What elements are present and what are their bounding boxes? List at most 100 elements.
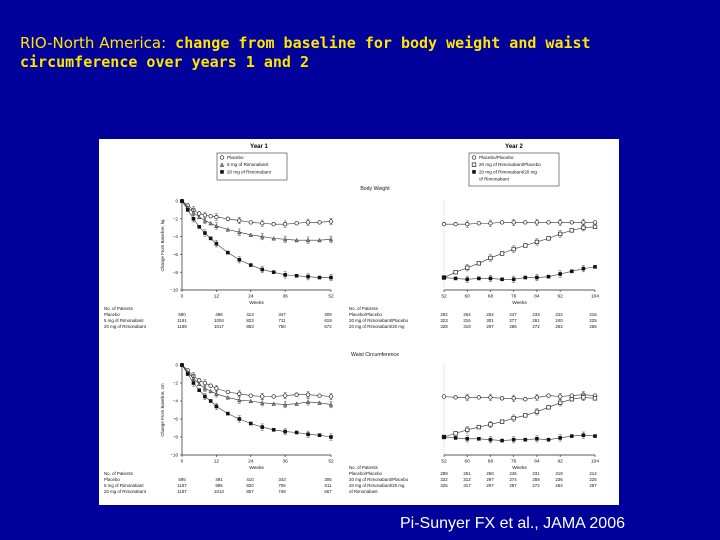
year1-label: Year 1 — [250, 144, 268, 150]
panel-4-x-axis-label: Weeks — [512, 465, 527, 471]
panel-1-series-3-point — [329, 275, 333, 280]
panel-4-series-3-point — [581, 433, 586, 437]
panel-2-series-1-point — [546, 220, 551, 225]
wc_patients_y2-cell: 325 — [440, 483, 448, 488]
panel-1-series-3-point — [283, 273, 287, 277]
panel-1-series-2-point — [237, 229, 242, 235]
bw_patients_y2-cell: 286 — [509, 324, 517, 329]
panel-3-series-1-point — [237, 391, 242, 396]
wc_patients_y2-cell: 250 — [486, 471, 494, 476]
bw_patients_y1-cell: 1004 — [214, 318, 224, 323]
panel-2-series-3-point — [488, 276, 493, 281]
wc_patients_y2-cell: 317 — [463, 483, 471, 488]
panel-3-series-2-point — [271, 401, 276, 406]
panel-2-series-3-point — [442, 275, 446, 280]
wc_patients_y1-cell: 1013 — [214, 489, 224, 494]
legend-year1-box — [216, 152, 288, 181]
panel-4-series-3-point — [558, 436, 562, 440]
wc_patients_y1-cell: 667 — [324, 489, 332, 494]
wc_patients_y2-cell: 214 — [589, 471, 597, 476]
panel-2-series-2-point — [569, 228, 574, 233]
panel-3-y-tick-label: −10 — [170, 453, 178, 458]
panel-3-y-axis-label: Change From Baseline, cm — [160, 383, 165, 437]
legend-year1-marker — [220, 170, 224, 174]
panel-3-x-tick-label: 52 — [328, 459, 334, 465]
panel-1-y-tick-label: −6 — [173, 252, 179, 257]
bw_patients_y2-cell: 272 — [532, 324, 540, 329]
panel-1-series-2-point — [208, 220, 213, 226]
legend-year2-marker — [472, 170, 476, 174]
legend-year1-item: Placebo — [227, 155, 244, 160]
panel-3-series-2-point — [214, 391, 219, 396]
panel-1-series-1-point — [225, 216, 230, 221]
panel-4-series-2-point — [465, 427, 470, 432]
panel-4-series-3-point — [511, 437, 516, 442]
panel-2-series-2-point — [558, 231, 563, 237]
panel-2-series-3-point — [453, 276, 458, 281]
panel-3-series-3-point — [214, 404, 219, 409]
panel-2-x-tick-label: 84 — [534, 294, 540, 300]
panel-4-series-1-point — [465, 395, 470, 400]
bw_patients_y2-cell: 225 — [589, 318, 597, 323]
panel-2-series-3-point — [465, 277, 470, 282]
wc_patients_y2-cell: 231 — [532, 471, 540, 476]
bw_patients_y1-cell: 711 — [279, 318, 287, 323]
panel-2-series-3-point — [581, 266, 586, 271]
legend-year2-marker — [471, 155, 477, 160]
bw_patients_y2-cell: 247 — [509, 312, 517, 317]
panel-2-x-tick-label: 68 — [488, 294, 494, 300]
panel-3-x-tick-label: 0 — [181, 459, 184, 465]
panel-1-x-tick-label: 36 — [282, 294, 288, 300]
panel-3-x-tick-label: 24 — [248, 459, 254, 465]
panel-3-series-3-point — [283, 429, 287, 434]
panel-2-series-3-point — [535, 275, 539, 280]
panel-1-series-3-point — [185, 208, 190, 212]
wc_patients_y2-cell: 236 — [555, 477, 563, 482]
panel-4-series-1-point — [476, 395, 481, 400]
panel-4-series-3-point — [593, 434, 597, 438]
panel-3-series-1-point — [248, 393, 253, 398]
panel-2-series-1-point — [476, 221, 481, 226]
wc_patients_y2-cell: 245 — [509, 471, 517, 476]
panel-3-series-3-point — [237, 417, 242, 421]
panel-3-series-1-point — [283, 393, 288, 398]
bw_patients_y2-cell: 263 — [555, 324, 563, 329]
panel-2-series-2-point — [465, 265, 470, 270]
panel-2-series-1-point — [465, 221, 470, 227]
panel-4-series-1-point — [523, 397, 528, 402]
panel-3-series-3-point — [203, 394, 207, 399]
panel-1-series-1-point — [305, 220, 311, 225]
wc_patients_y1-row-label: 5 mg of Rimonabant — [104, 483, 144, 488]
panel-2-series-3-point — [477, 276, 481, 281]
bw_patients_y1-cell: 590 — [178, 312, 186, 317]
panel-3-x-axis-label: Weeks — [249, 465, 264, 471]
panel-1-x-tick-label: 24 — [248, 294, 254, 300]
panel-4-x-tick-label: 84 — [534, 459, 540, 465]
panel-1-y-tick-label: −4 — [173, 234, 179, 239]
bw_patients_y2-cell: 233 — [532, 312, 540, 317]
panel-1-series-1-point — [202, 213, 208, 218]
panel-4-series-1-point — [441, 394, 447, 399]
panel-4-series-3-point — [569, 434, 574, 438]
legend-year2-item: Placebo/Placebo — [479, 155, 514, 160]
bw_patients_y2-cell: 323 — [440, 318, 448, 323]
panel-1-series-2-point — [271, 236, 276, 241]
panel-4-x-tick-label: 68 — [488, 459, 494, 465]
panel-2-series-3-point — [523, 275, 528, 280]
panel-2-series-1-point — [534, 220, 540, 225]
wc_patients_y1-cell: 491 — [215, 477, 223, 482]
panel-2-series-1-point — [488, 221, 493, 226]
bw_patients_y1-row-label: 20 mg of Rimonabant — [104, 324, 147, 329]
panel-4-series-1-point — [534, 395, 540, 400]
panel-2-series-2-point — [511, 246, 516, 252]
bw_patients_y1-cell: 347 — [278, 312, 286, 317]
panel-3-series-1-point — [328, 394, 334, 399]
bw_patients_y2-row-label: 20 mg of Rimonabant/Placebo — [349, 318, 409, 323]
panel-1-series-2-point — [328, 236, 334, 242]
wc_patients_y2-header: No. of Patients — [349, 465, 379, 470]
bw_patients_y2-cell: 240 — [555, 318, 563, 323]
bw_patients_y1-row-label: Placebo — [104, 312, 120, 317]
panel-1-series-1-point — [260, 221, 265, 226]
panel-1-series-3-point — [317, 275, 322, 280]
panel-4-x-tick-label: 92 — [557, 459, 563, 465]
